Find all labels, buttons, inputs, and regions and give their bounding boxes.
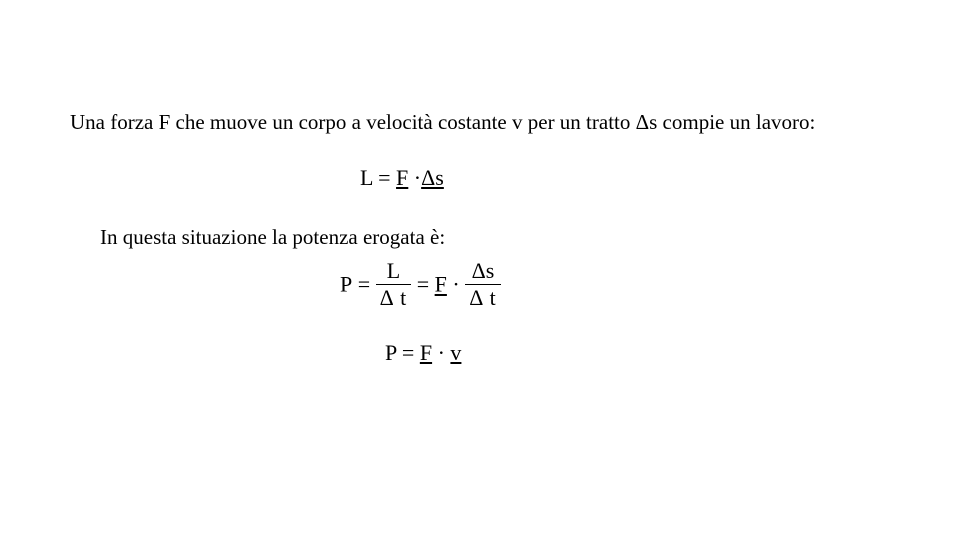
power-text: In questa situazione la potenza erogata …	[100, 225, 445, 249]
powerdef-frac1-num: L	[376, 260, 412, 285]
powerdef-eq1: =	[352, 272, 375, 297]
work-dot: ·	[408, 165, 421, 190]
intro-paragraph: Una forza F che muove un corpo a velocit…	[70, 110, 815, 135]
work-ds: Δs	[421, 165, 444, 190]
powerdef-frac1-den: Δ t	[376, 285, 412, 309]
powerdef-eq2: =	[411, 272, 434, 297]
slide: Una forza F che muove un corpo a velocit…	[0, 0, 960, 540]
work-lhs: L	[360, 165, 373, 190]
work-eq: =	[373, 165, 396, 190]
work-formula: L = F ·Δs	[360, 165, 444, 191]
powerdef-frac2-num: Δs	[465, 260, 501, 285]
intro-text: Una forza F che muove un corpo a velocit…	[70, 110, 815, 134]
powerv-P: P	[385, 340, 396, 365]
powerv-dot: ·	[432, 340, 450, 365]
powerdef-frac2: ΔsΔ t	[465, 260, 501, 309]
power-definition-formula: P = LΔ t = F · ΔsΔ t	[340, 260, 501, 309]
powerv-F: F	[420, 340, 432, 365]
power-paragraph: In questa situazione la potenza erogata …	[100, 225, 445, 250]
powerv-eq: =	[396, 340, 419, 365]
powerdef-frac2-den: Δ t	[465, 285, 501, 309]
powerdef-F: F	[435, 272, 447, 297]
power-velocity-formula: P = F · v	[385, 340, 461, 366]
work-F: F	[396, 165, 408, 190]
powerdef-P: P	[340, 272, 352, 297]
powerv-v: v	[450, 340, 461, 365]
powerdef-frac1: LΔ t	[376, 260, 412, 309]
powerdef-dot: ·	[447, 272, 465, 297]
